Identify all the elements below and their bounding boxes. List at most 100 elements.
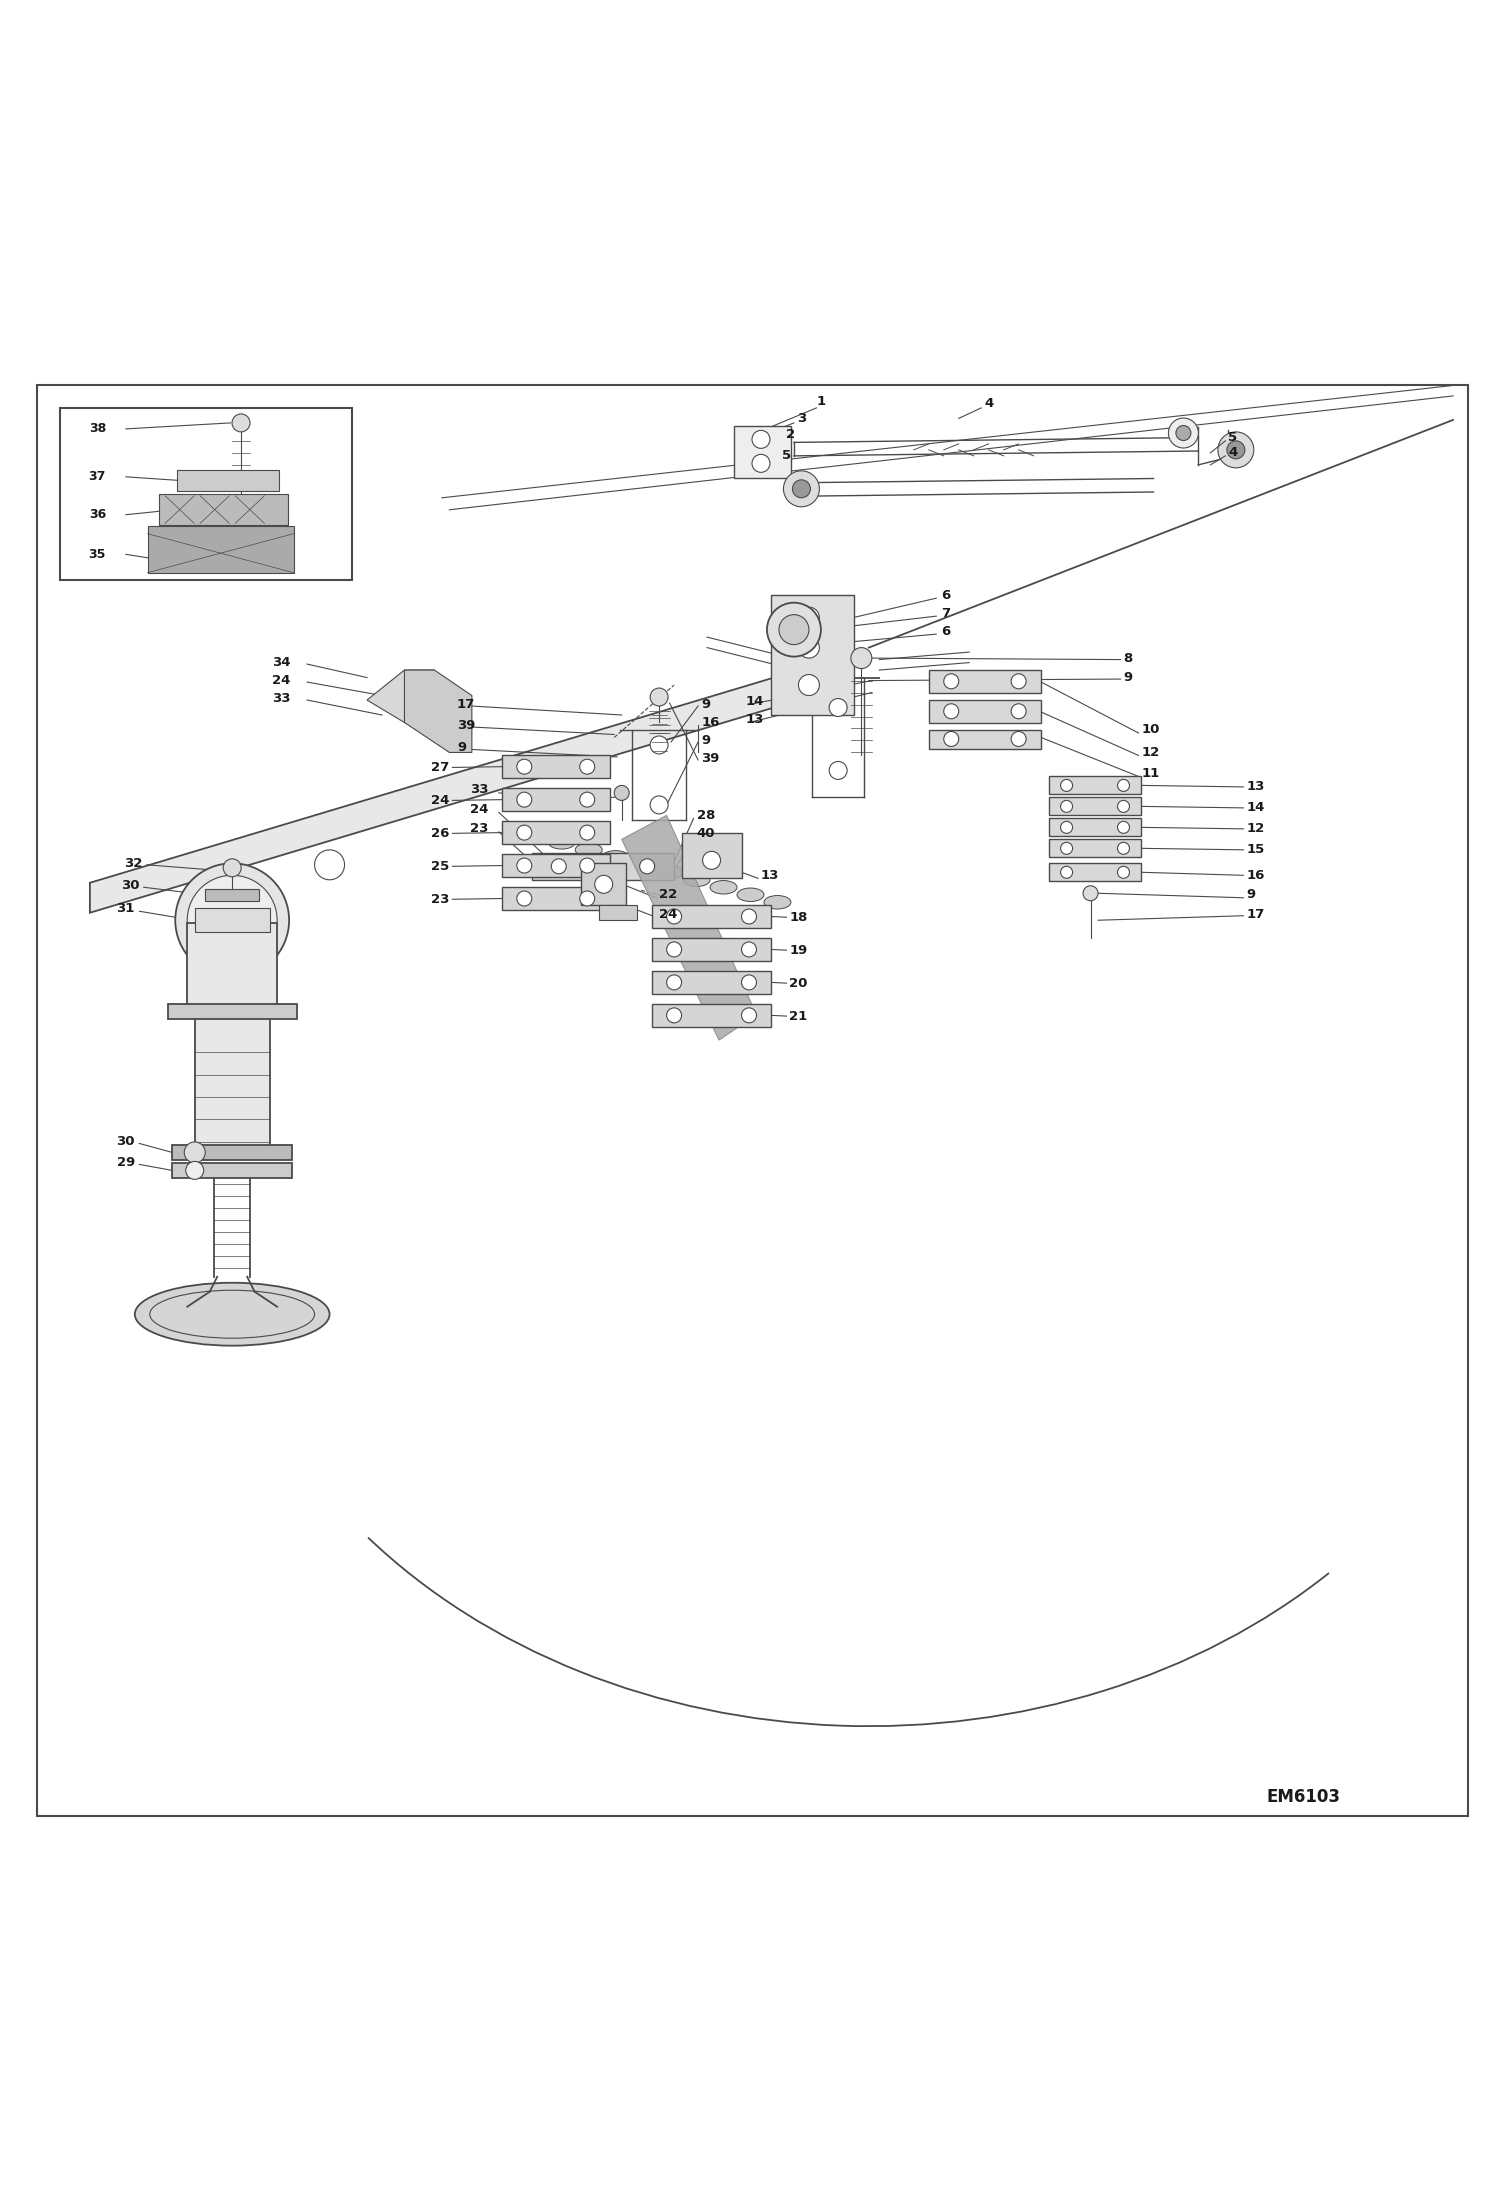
Bar: [502, 853, 610, 878]
Bar: [205, 889, 259, 902]
Text: 20: 20: [789, 976, 807, 989]
Circle shape: [315, 849, 345, 880]
Text: 15: 15: [1246, 842, 1264, 856]
Text: 14: 14: [746, 695, 764, 709]
Circle shape: [1011, 704, 1026, 720]
Text: 12: 12: [1246, 823, 1264, 836]
Circle shape: [517, 858, 532, 873]
Circle shape: [650, 796, 668, 814]
Bar: [502, 886, 610, 911]
Circle shape: [580, 858, 595, 873]
Circle shape: [1061, 821, 1073, 834]
Bar: [1049, 796, 1141, 816]
Circle shape: [1083, 886, 1098, 902]
Bar: [652, 939, 771, 961]
Bar: [1049, 862, 1141, 882]
Text: 28: 28: [697, 810, 715, 823]
Circle shape: [1118, 801, 1129, 812]
Circle shape: [1061, 842, 1073, 853]
Circle shape: [650, 735, 668, 755]
Text: 16: 16: [701, 715, 719, 728]
Circle shape: [667, 974, 682, 989]
Bar: [172, 1145, 292, 1161]
Circle shape: [792, 480, 810, 498]
Text: 29: 29: [117, 1156, 135, 1169]
Circle shape: [517, 759, 532, 774]
Text: 3: 3: [797, 412, 806, 426]
Text: 7: 7: [941, 608, 950, 619]
Bar: [502, 788, 610, 812]
Text: 24: 24: [470, 803, 488, 816]
Text: 6: 6: [941, 625, 950, 638]
Circle shape: [186, 1161, 204, 1180]
Bar: [929, 700, 1041, 722]
Text: 5: 5: [1228, 432, 1237, 445]
Text: 13: 13: [746, 713, 764, 726]
Circle shape: [944, 674, 959, 689]
Circle shape: [580, 891, 595, 906]
Text: 9: 9: [701, 698, 710, 711]
Text: 38: 38: [88, 423, 106, 434]
Text: 27: 27: [431, 761, 449, 774]
Circle shape: [830, 698, 846, 717]
Bar: [60, 408, 352, 579]
Text: 26: 26: [431, 827, 449, 840]
Text: 33: 33: [470, 783, 488, 796]
Text: 12: 12: [1141, 746, 1159, 759]
Bar: [1049, 840, 1141, 858]
Circle shape: [1011, 731, 1026, 746]
Text: 4: 4: [1228, 445, 1237, 459]
Circle shape: [798, 636, 819, 658]
Bar: [177, 470, 279, 491]
Bar: [168, 1005, 297, 1018]
Ellipse shape: [629, 858, 656, 871]
Text: 9: 9: [1124, 671, 1132, 685]
Ellipse shape: [135, 1283, 330, 1345]
Bar: [734, 426, 791, 478]
Circle shape: [184, 1141, 205, 1163]
Ellipse shape: [602, 851, 629, 864]
Circle shape: [187, 875, 277, 965]
Bar: [195, 908, 270, 932]
Bar: [652, 972, 771, 994]
Polygon shape: [622, 816, 756, 1040]
Circle shape: [1118, 842, 1129, 853]
Circle shape: [1061, 801, 1073, 812]
Bar: [599, 906, 637, 919]
Ellipse shape: [683, 873, 710, 886]
Bar: [187, 924, 277, 1009]
Circle shape: [640, 858, 655, 873]
Circle shape: [667, 941, 682, 957]
Circle shape: [742, 941, 756, 957]
Bar: [502, 821, 610, 845]
Bar: [652, 906, 771, 928]
Circle shape: [798, 608, 819, 627]
Circle shape: [1176, 426, 1191, 441]
Bar: [682, 834, 742, 878]
Text: 8: 8: [1124, 652, 1132, 665]
Circle shape: [517, 792, 532, 807]
Circle shape: [580, 792, 595, 807]
Circle shape: [650, 689, 668, 706]
Circle shape: [830, 761, 846, 779]
Text: 24: 24: [431, 794, 449, 807]
Text: 39: 39: [701, 753, 719, 766]
Circle shape: [779, 614, 809, 645]
Ellipse shape: [737, 889, 764, 902]
Bar: [1049, 777, 1141, 794]
Bar: [159, 494, 288, 524]
Text: 24: 24: [273, 674, 291, 687]
Circle shape: [1168, 419, 1198, 448]
Bar: [771, 595, 854, 715]
Bar: [581, 862, 626, 906]
Circle shape: [232, 415, 250, 432]
Circle shape: [1011, 674, 1026, 689]
Circle shape: [614, 785, 629, 801]
Text: 24: 24: [659, 908, 677, 921]
Circle shape: [1218, 432, 1254, 467]
Text: 35: 35: [88, 548, 106, 562]
Text: 33: 33: [273, 691, 291, 704]
Bar: [532, 853, 674, 880]
Circle shape: [223, 858, 241, 878]
Text: 36: 36: [88, 509, 106, 522]
